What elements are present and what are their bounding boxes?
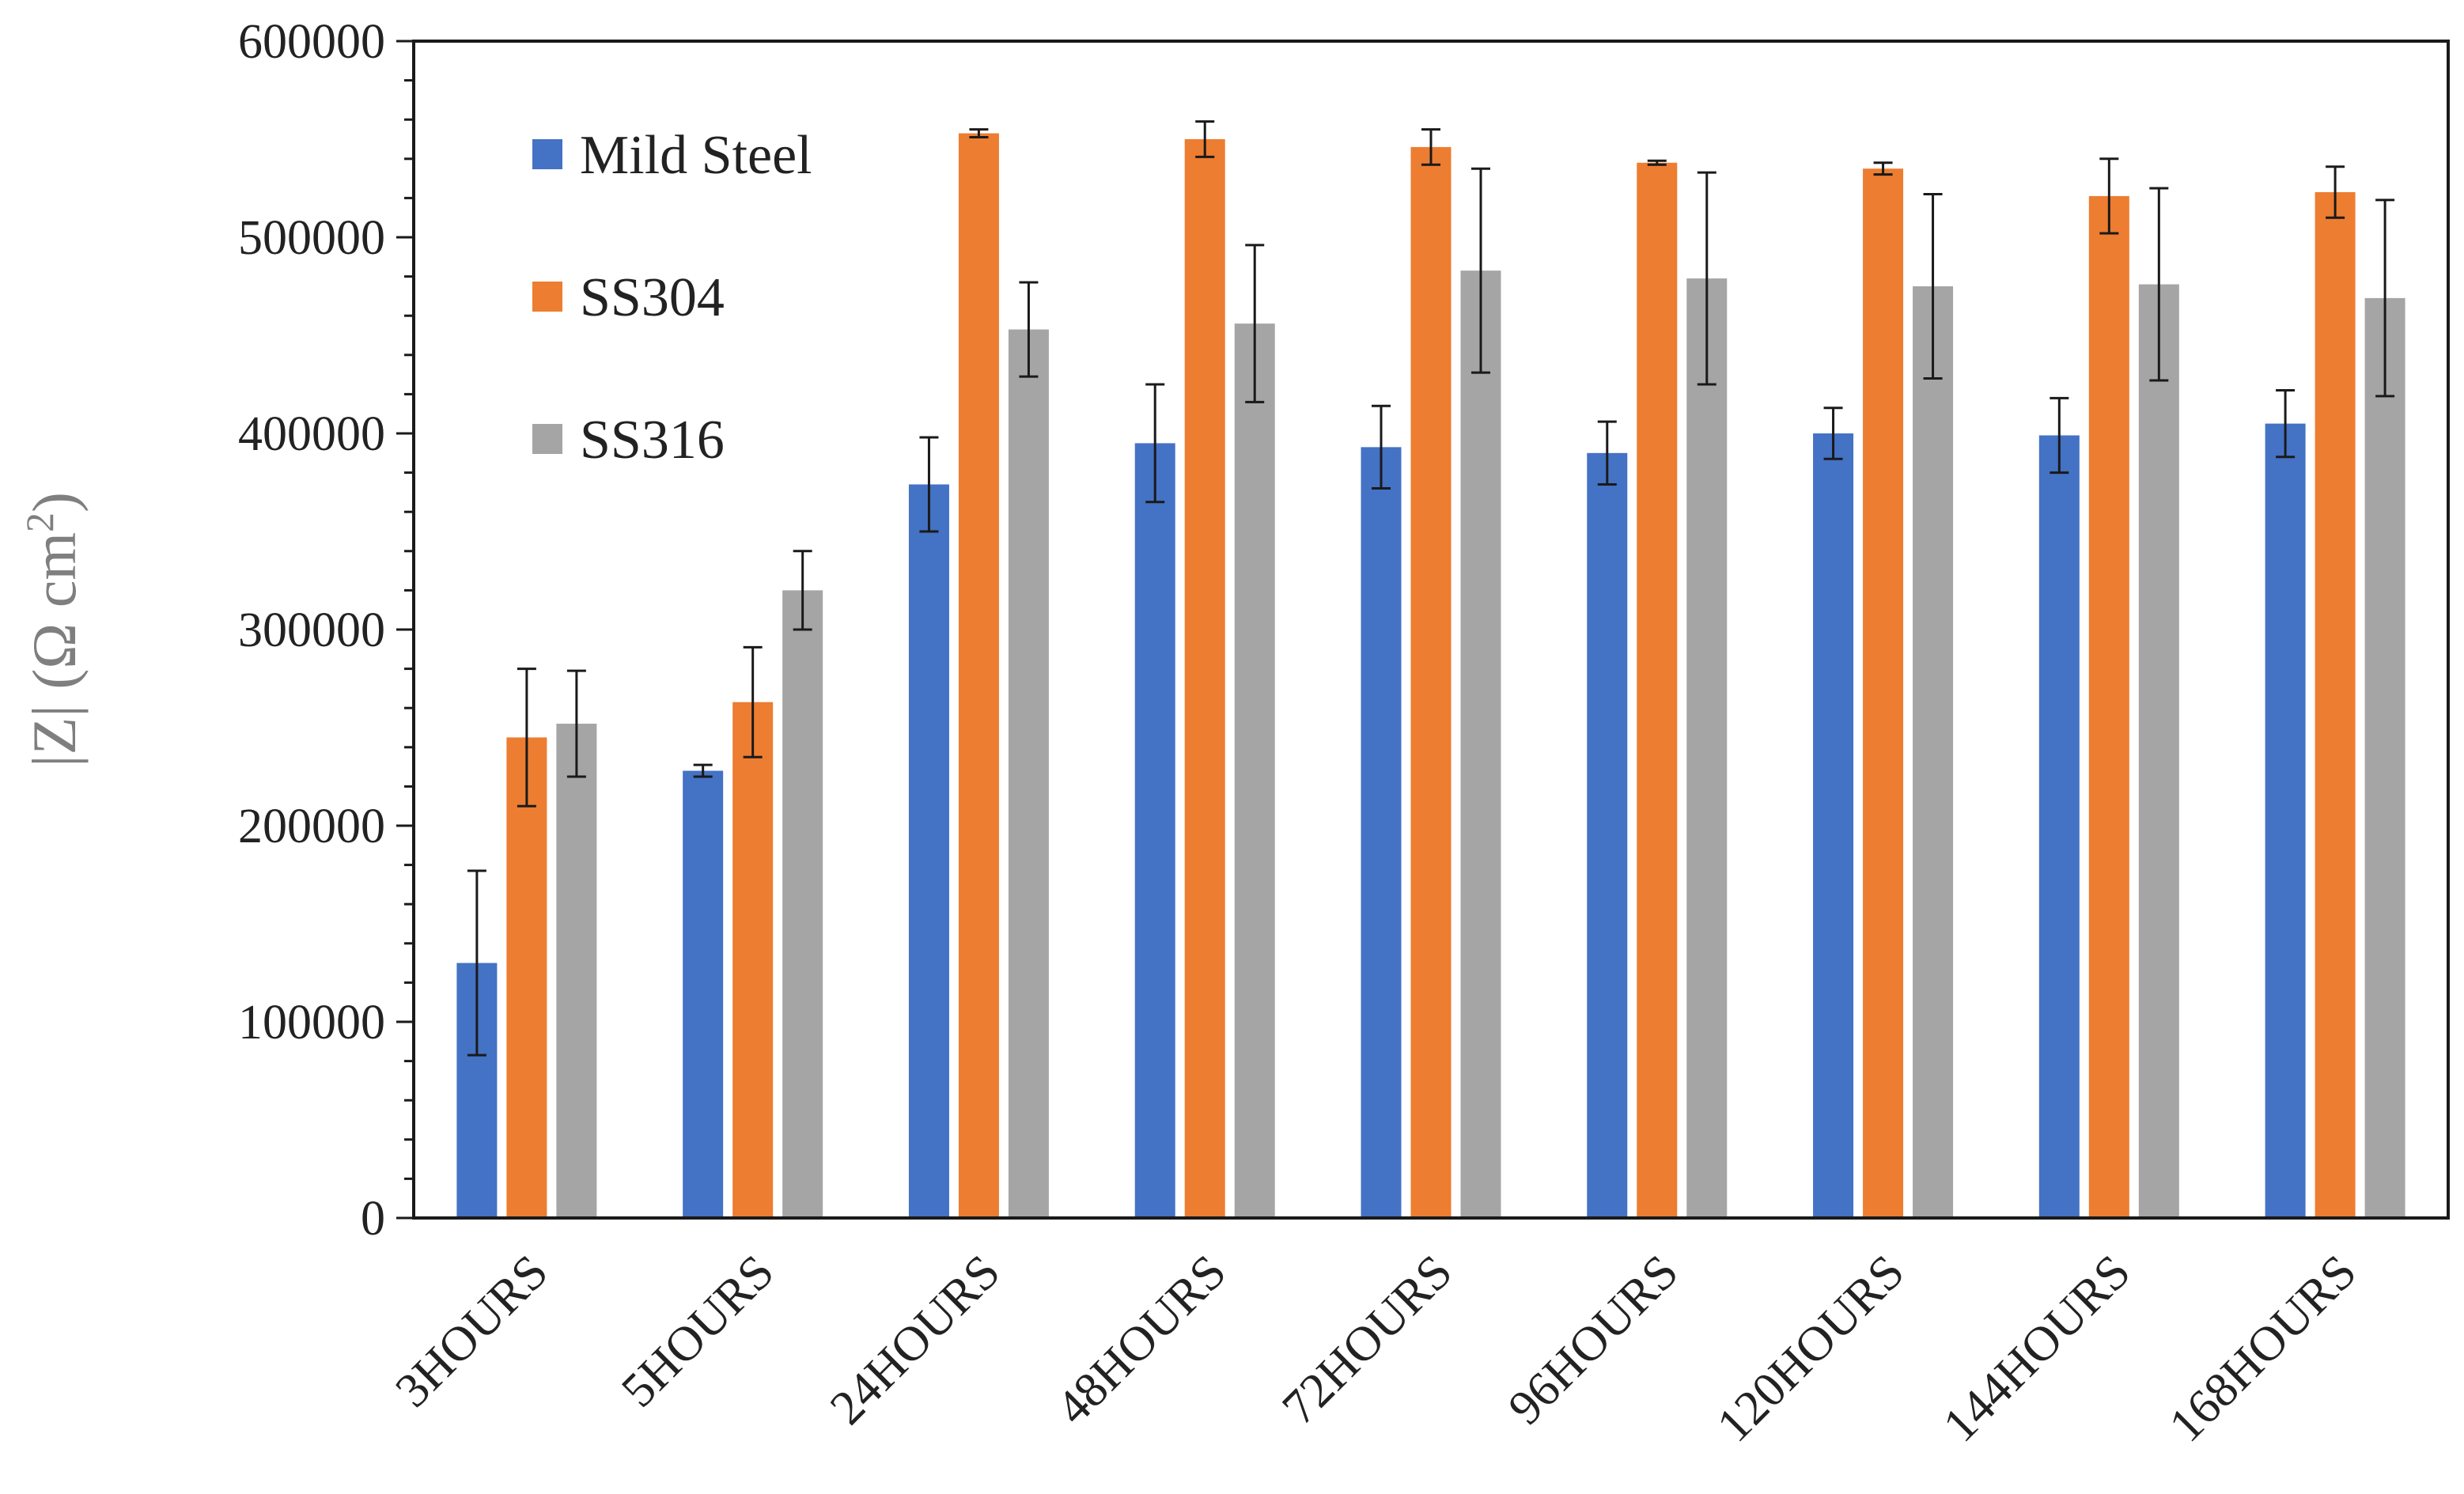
bar-ss316-24hours [1008, 329, 1049, 1218]
y-tick-label: 300000 [238, 603, 385, 657]
bar-mild-steel-24hours [908, 484, 949, 1218]
y-axis-title-superscript: 2 [17, 512, 62, 532]
bar-ss304-24hours [958, 133, 999, 1218]
y-tick-label: 0 [361, 1192, 385, 1246]
error-bar-mild-steel-96hours [1597, 420, 1617, 486]
y-tick-label: 500000 [238, 211, 385, 265]
error-bar-ss304-96hours [1647, 159, 1667, 166]
error-bar-ss316-96hours [1697, 171, 1716, 386]
bar-ss304-5hours [732, 702, 774, 1218]
legend-swatch [532, 282, 562, 312]
error-bar-ss304-120hours [1873, 161, 1893, 176]
legend-swatch [532, 424, 562, 454]
y-axis-title: |Z| (Ω cm2) [17, 492, 89, 767]
error-bar-mild-steel-5hours [693, 763, 713, 778]
error-bar-ss316-3hours [566, 669, 586, 778]
error-bar-ss316-168hours [2375, 199, 2395, 398]
error-bar-ss316-5hours [793, 550, 812, 631]
error-bar-marks [467, 120, 2395, 1057]
bar-ss316-168hours [2364, 297, 2405, 1218]
error-bar-ss304-24hours [969, 128, 989, 139]
bar-mild-steel-144hours [2038, 435, 2080, 1218]
error-bar-ss304-168hours [2326, 165, 2345, 219]
error-bar-ss304-3hours [517, 668, 536, 808]
y-tick-label: 100000 [238, 996, 385, 1050]
error-bar-mild-steel-24hours [919, 436, 939, 533]
bar-mild-steel-96hours [1587, 452, 1628, 1218]
error-bar-ss304-5hours [743, 645, 763, 758]
bar-mild-steel-5hours [683, 770, 724, 1218]
error-bar-ss316-72hours [1471, 167, 1490, 374]
bar-mild-steel-120hours [1813, 433, 1854, 1218]
bar-ss316-72hours [1460, 270, 1501, 1218]
bar-ss304-168hours [2314, 191, 2356, 1219]
error-bar-ss304-48hours [1195, 120, 1215, 158]
legend-item-mild-steel: Mild Steel [532, 125, 812, 186]
error-bar-ss316-120hours [1923, 192, 1943, 380]
y-axis-title-close: ) [20, 492, 89, 512]
legend-item-ss316: SS316 [532, 410, 725, 471]
error-bar-ss304-72hours [1421, 128, 1440, 166]
error-bar-ss316-24hours [1019, 281, 1039, 378]
y-axis-tick-labels: 0 100000 200000 300000 400000 500000 600000 [238, 15, 385, 1246]
error-bar-ss316-144hours [2149, 187, 2169, 382]
bar-ss304-3hours [506, 737, 547, 1218]
bar-ss316-96hours [1686, 278, 1728, 1219]
error-bar-mild-steel-168hours [2276, 388, 2296, 459]
legend-item-ss304: SS304 [532, 267, 725, 328]
bar-mild-steel-48hours [1134, 443, 1175, 1218]
error-bar-mild-steel-3hours [467, 869, 486, 1057]
bar-ss304-48hours [1184, 139, 1225, 1218]
legend-label: SS316 [580, 410, 725, 471]
error-bar-ss316-48hours [1245, 244, 1265, 403]
error-bar-mild-steel-144hours [2050, 396, 2069, 475]
plot-area-frame [412, 40, 2450, 1220]
error-bar-mild-steel-120hours [1823, 407, 1843, 460]
bar-ss316-120hours [1913, 286, 1954, 1218]
bar-marks [456, 133, 2405, 1219]
bar-ss304-72hours [1410, 146, 1452, 1218]
bar-ss316-5hours [782, 590, 823, 1218]
error-bar-mild-steel-48hours [1145, 383, 1165, 504]
bar-mild-steel-168hours [2265, 423, 2306, 1218]
legend-label: Mild Steel [580, 125, 812, 186]
legend: Mild Steel SS304 SS316 [532, 125, 812, 471]
y-axis-title-main: |Z| (Ω cm [20, 532, 89, 767]
legend-label: SS304 [580, 267, 725, 328]
y-tick-label: 400000 [238, 407, 385, 461]
bar-mild-steel-72hours [1361, 447, 1402, 1218]
bar-ss304-120hours [1863, 168, 1904, 1219]
legend-swatch [532, 139, 562, 169]
bar-ss304-144hours [2088, 195, 2129, 1218]
y-tick-label: 600000 [238, 15, 385, 69]
bar-ss316-48hours [1234, 323, 1275, 1218]
bar-ss316-144hours [2138, 284, 2179, 1218]
error-bar-ss304-144hours [2099, 157, 2119, 235]
error-bar-mild-steel-72hours [1372, 404, 1391, 490]
bar-ss316-3hours [556, 724, 597, 1218]
bar-ss304-96hours [1637, 162, 1678, 1218]
y-tick-label: 200000 [238, 800, 385, 853]
